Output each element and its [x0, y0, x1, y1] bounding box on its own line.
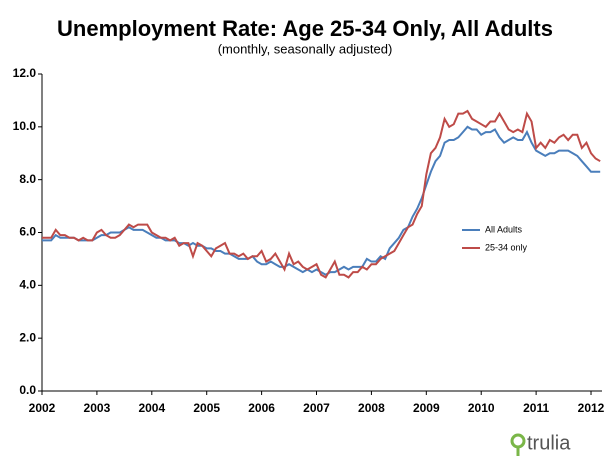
logo-text: trulia: [527, 432, 571, 454]
y-tick-label: 6.0: [19, 225, 36, 239]
y-tick-label: 12.0: [13, 66, 37, 80]
y-tick-label: 2.0: [19, 330, 36, 344]
legend-label: All Adults: [485, 224, 523, 234]
x-tick-label: 2011: [523, 401, 549, 415]
x-tick-label: 2005: [193, 401, 220, 415]
y-tick-label: 8.0: [19, 172, 36, 186]
data-line: [42, 125, 601, 276]
y-tick-label: 0.0: [19, 383, 36, 397]
x-tick-label: 2009: [413, 401, 440, 415]
x-tick-label: 2008: [358, 401, 385, 415]
x-tick-label: 2006: [248, 401, 275, 415]
logo-icon: [510, 433, 526, 449]
chart-subtitle: (monthly, seasonally adjusted): [218, 41, 393, 56]
x-tick-label: 2010: [468, 401, 495, 415]
data-line: [42, 109, 601, 279]
legend-label: 25-34 only: [485, 242, 528, 252]
x-tick-label: 2004: [138, 401, 165, 415]
x-tick-label: 2002: [29, 401, 56, 415]
x-tick-label: 2007: [303, 401, 330, 415]
chart-title: Unemployment Rate: Age 25-34 Only, All A…: [57, 16, 553, 41]
logo: trulia: [510, 432, 571, 456]
y-tick-label: 4.0: [19, 278, 36, 292]
x-tick-label: 2012: [578, 401, 605, 415]
y-tick-label: 10.0: [13, 119, 37, 133]
x-tick-label: 2003: [84, 401, 111, 415]
